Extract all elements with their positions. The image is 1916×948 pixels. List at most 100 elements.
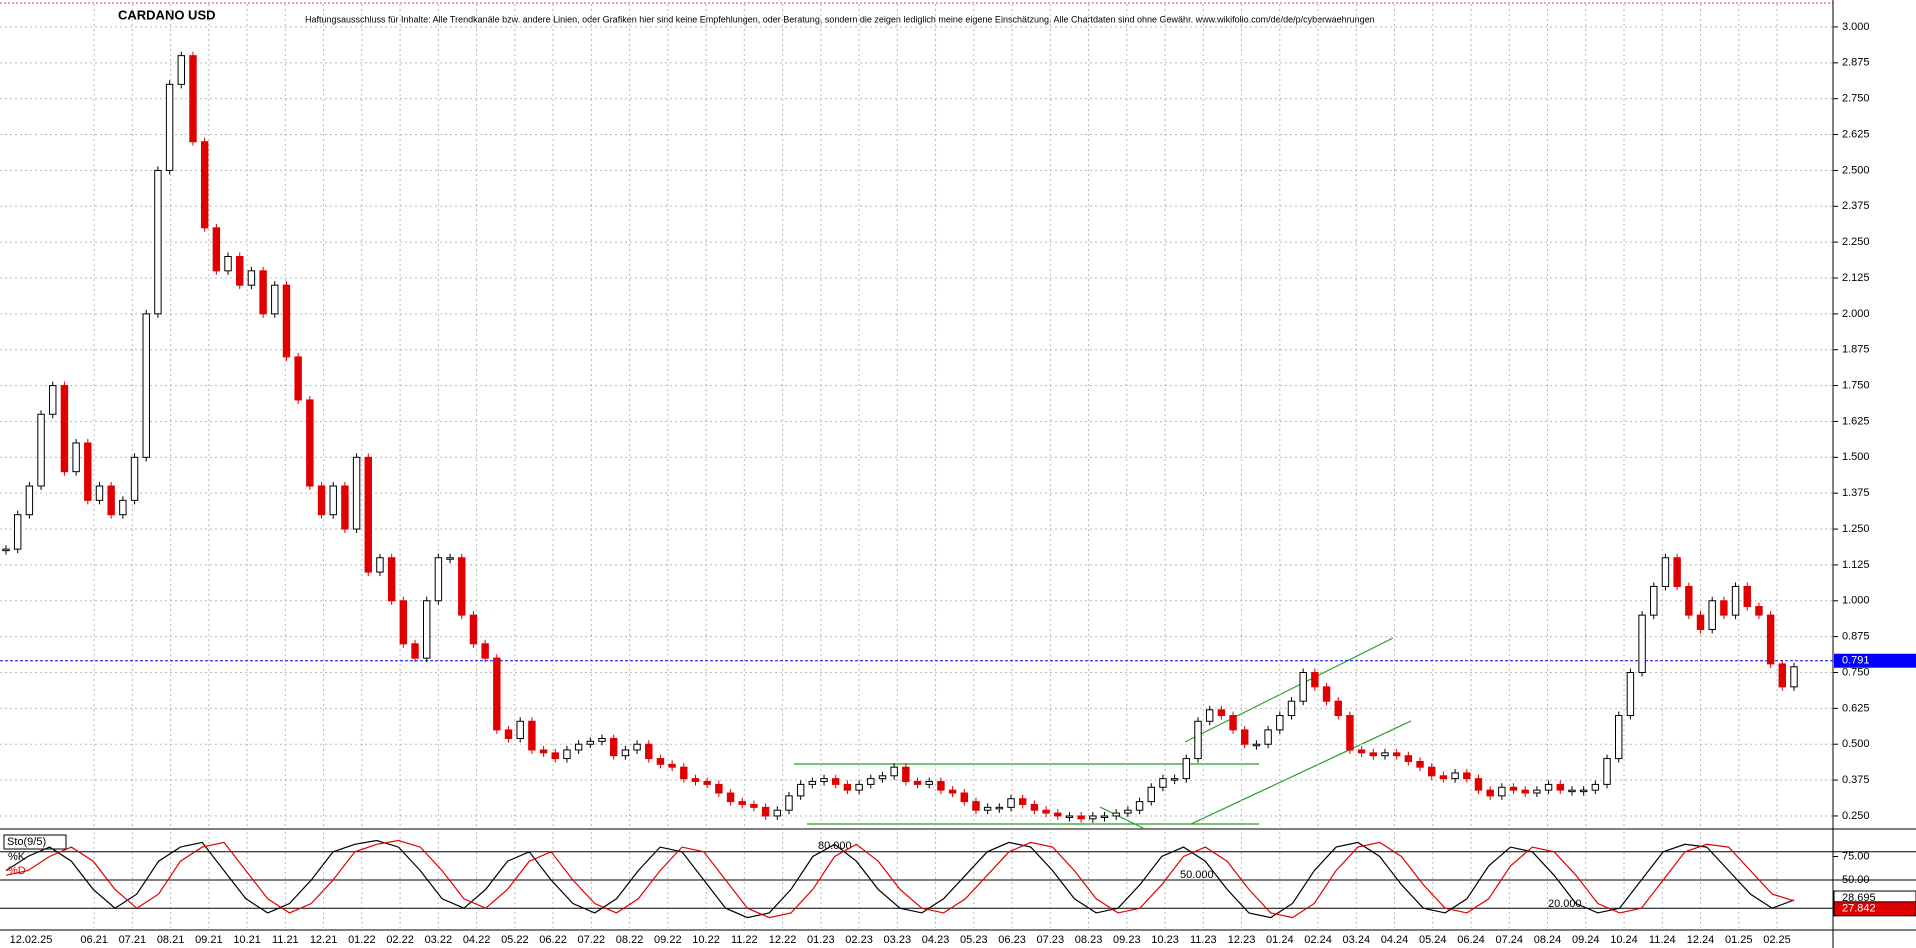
- y-tick-label: 0.375: [1842, 774, 1870, 786]
- x-tick-label: 09.22: [654, 934, 682, 946]
- candle: [1334, 700, 1342, 717]
- x-tick-label: 03.22: [425, 934, 453, 946]
- candle: [25, 485, 34, 516]
- indicator-title: Sto(9/5): [7, 836, 46, 848]
- x-tick-label: 05.23: [960, 934, 988, 946]
- x-tick-label: 07.21: [119, 934, 147, 946]
- candle: [142, 313, 150, 458]
- y-tick-label: 3.000: [1842, 21, 1870, 33]
- y-tick-label: 50.00: [1842, 874, 1870, 886]
- candle: [1194, 720, 1202, 760]
- x-tick-label: 03.24: [1343, 934, 1371, 946]
- candle: [913, 781, 922, 785]
- candle: [680, 766, 688, 780]
- candle: [528, 720, 536, 751]
- chart-title: CARDANO USD: [118, 7, 216, 22]
- candle: [808, 781, 817, 785]
- candle: [539, 749, 548, 754]
- candle: [119, 499, 127, 516]
- candle: [1170, 778, 1179, 781]
- y-tick-label: 0.750: [1842, 666, 1870, 678]
- legend-label: %D: [8, 865, 26, 877]
- y-tick-label: 1.500: [1842, 451, 1870, 463]
- candle: [95, 485, 104, 501]
- candle: [1790, 666, 1798, 688]
- candle: [60, 385, 69, 473]
- x-tick-label: 07.22: [578, 934, 606, 946]
- candle: [1521, 789, 1529, 794]
- y-tick-label: 2.875: [1842, 57, 1870, 69]
- candle: [481, 643, 489, 659]
- y-tick-label: 0.250: [1842, 810, 1870, 822]
- candle: [411, 643, 419, 659]
- candle: [1474, 778, 1483, 791]
- candle: [271, 284, 279, 315]
- level-label: 50.000: [1180, 869, 1214, 881]
- y-tick-label: 2.375: [1842, 200, 1870, 212]
- candle: [1544, 783, 1553, 791]
- candle: [1404, 755, 1413, 762]
- candle: [224, 255, 232, 272]
- candle: [691, 778, 700, 783]
- candle: [516, 720, 524, 739]
- candle: [1708, 600, 1716, 630]
- candle: [504, 729, 513, 739]
- y-tick-label: 75.00: [1842, 850, 1870, 862]
- y-tick-label: 1.750: [1842, 379, 1870, 391]
- candle: [1416, 760, 1424, 768]
- short-trend-line: [1099, 806, 1144, 829]
- candle: [399, 600, 408, 645]
- candle: [867, 778, 875, 785]
- candle: [247, 270, 256, 286]
- candle: [49, 385, 57, 415]
- candle: [294, 356, 302, 401]
- current-price-box: [1834, 653, 1916, 668]
- candle: [1755, 606, 1763, 616]
- x-tick-label: 01.24: [1266, 934, 1294, 946]
- x-tick-label: 05.22: [501, 934, 529, 946]
- candle: [1451, 772, 1459, 780]
- candle: [1428, 766, 1436, 777]
- channel-lower: [1190, 720, 1412, 825]
- candle: [387, 557, 396, 602]
- x-tick-label: 11.24: [1649, 934, 1676, 946]
- candle: [376, 557, 384, 573]
- candle: [972, 801, 980, 811]
- candle: [469, 614, 478, 645]
- candle: [1591, 783, 1600, 791]
- x-tick-label: 07.23: [1037, 934, 1065, 946]
- candle: [1463, 772, 1471, 780]
- x-tick-label: 05.24: [1419, 934, 1447, 946]
- candle: [1579, 789, 1588, 793]
- candle: [1381, 752, 1389, 757]
- candle: [1392, 752, 1401, 757]
- candle: [738, 801, 746, 805]
- candle: [130, 456, 139, 501]
- candle: [1357, 749, 1366, 754]
- x-tick-label: 01.22: [348, 934, 376, 946]
- candle: [726, 792, 735, 803]
- x-tick-label: 10.23: [1151, 934, 1179, 946]
- x-tick-label: 12.24: [1687, 934, 1715, 946]
- x-tick-label: 12.21: [310, 934, 338, 946]
- candle: [1241, 729, 1249, 745]
- candle: [715, 783, 723, 794]
- y-tick-label: 2.625: [1842, 128, 1870, 140]
- candle: [1217, 709, 1226, 717]
- candle: [1650, 585, 1658, 616]
- candle: [1089, 815, 1097, 820]
- candle: [282, 284, 291, 358]
- candle: [446, 557, 454, 560]
- candle: [551, 752, 559, 760]
- candle: [1322, 686, 1331, 702]
- candle: [1159, 778, 1167, 788]
- candle: [341, 485, 349, 530]
- y-tick-label: 0.500: [1842, 738, 1870, 750]
- candle: [703, 781, 711, 785]
- candle: [1229, 715, 1237, 731]
- candle: [668, 763, 676, 768]
- x-tick-label: 11.21: [272, 934, 299, 946]
- candle: [1509, 786, 1518, 791]
- candle: [750, 803, 758, 808]
- last-value-label: 28.695: [1842, 892, 1876, 904]
